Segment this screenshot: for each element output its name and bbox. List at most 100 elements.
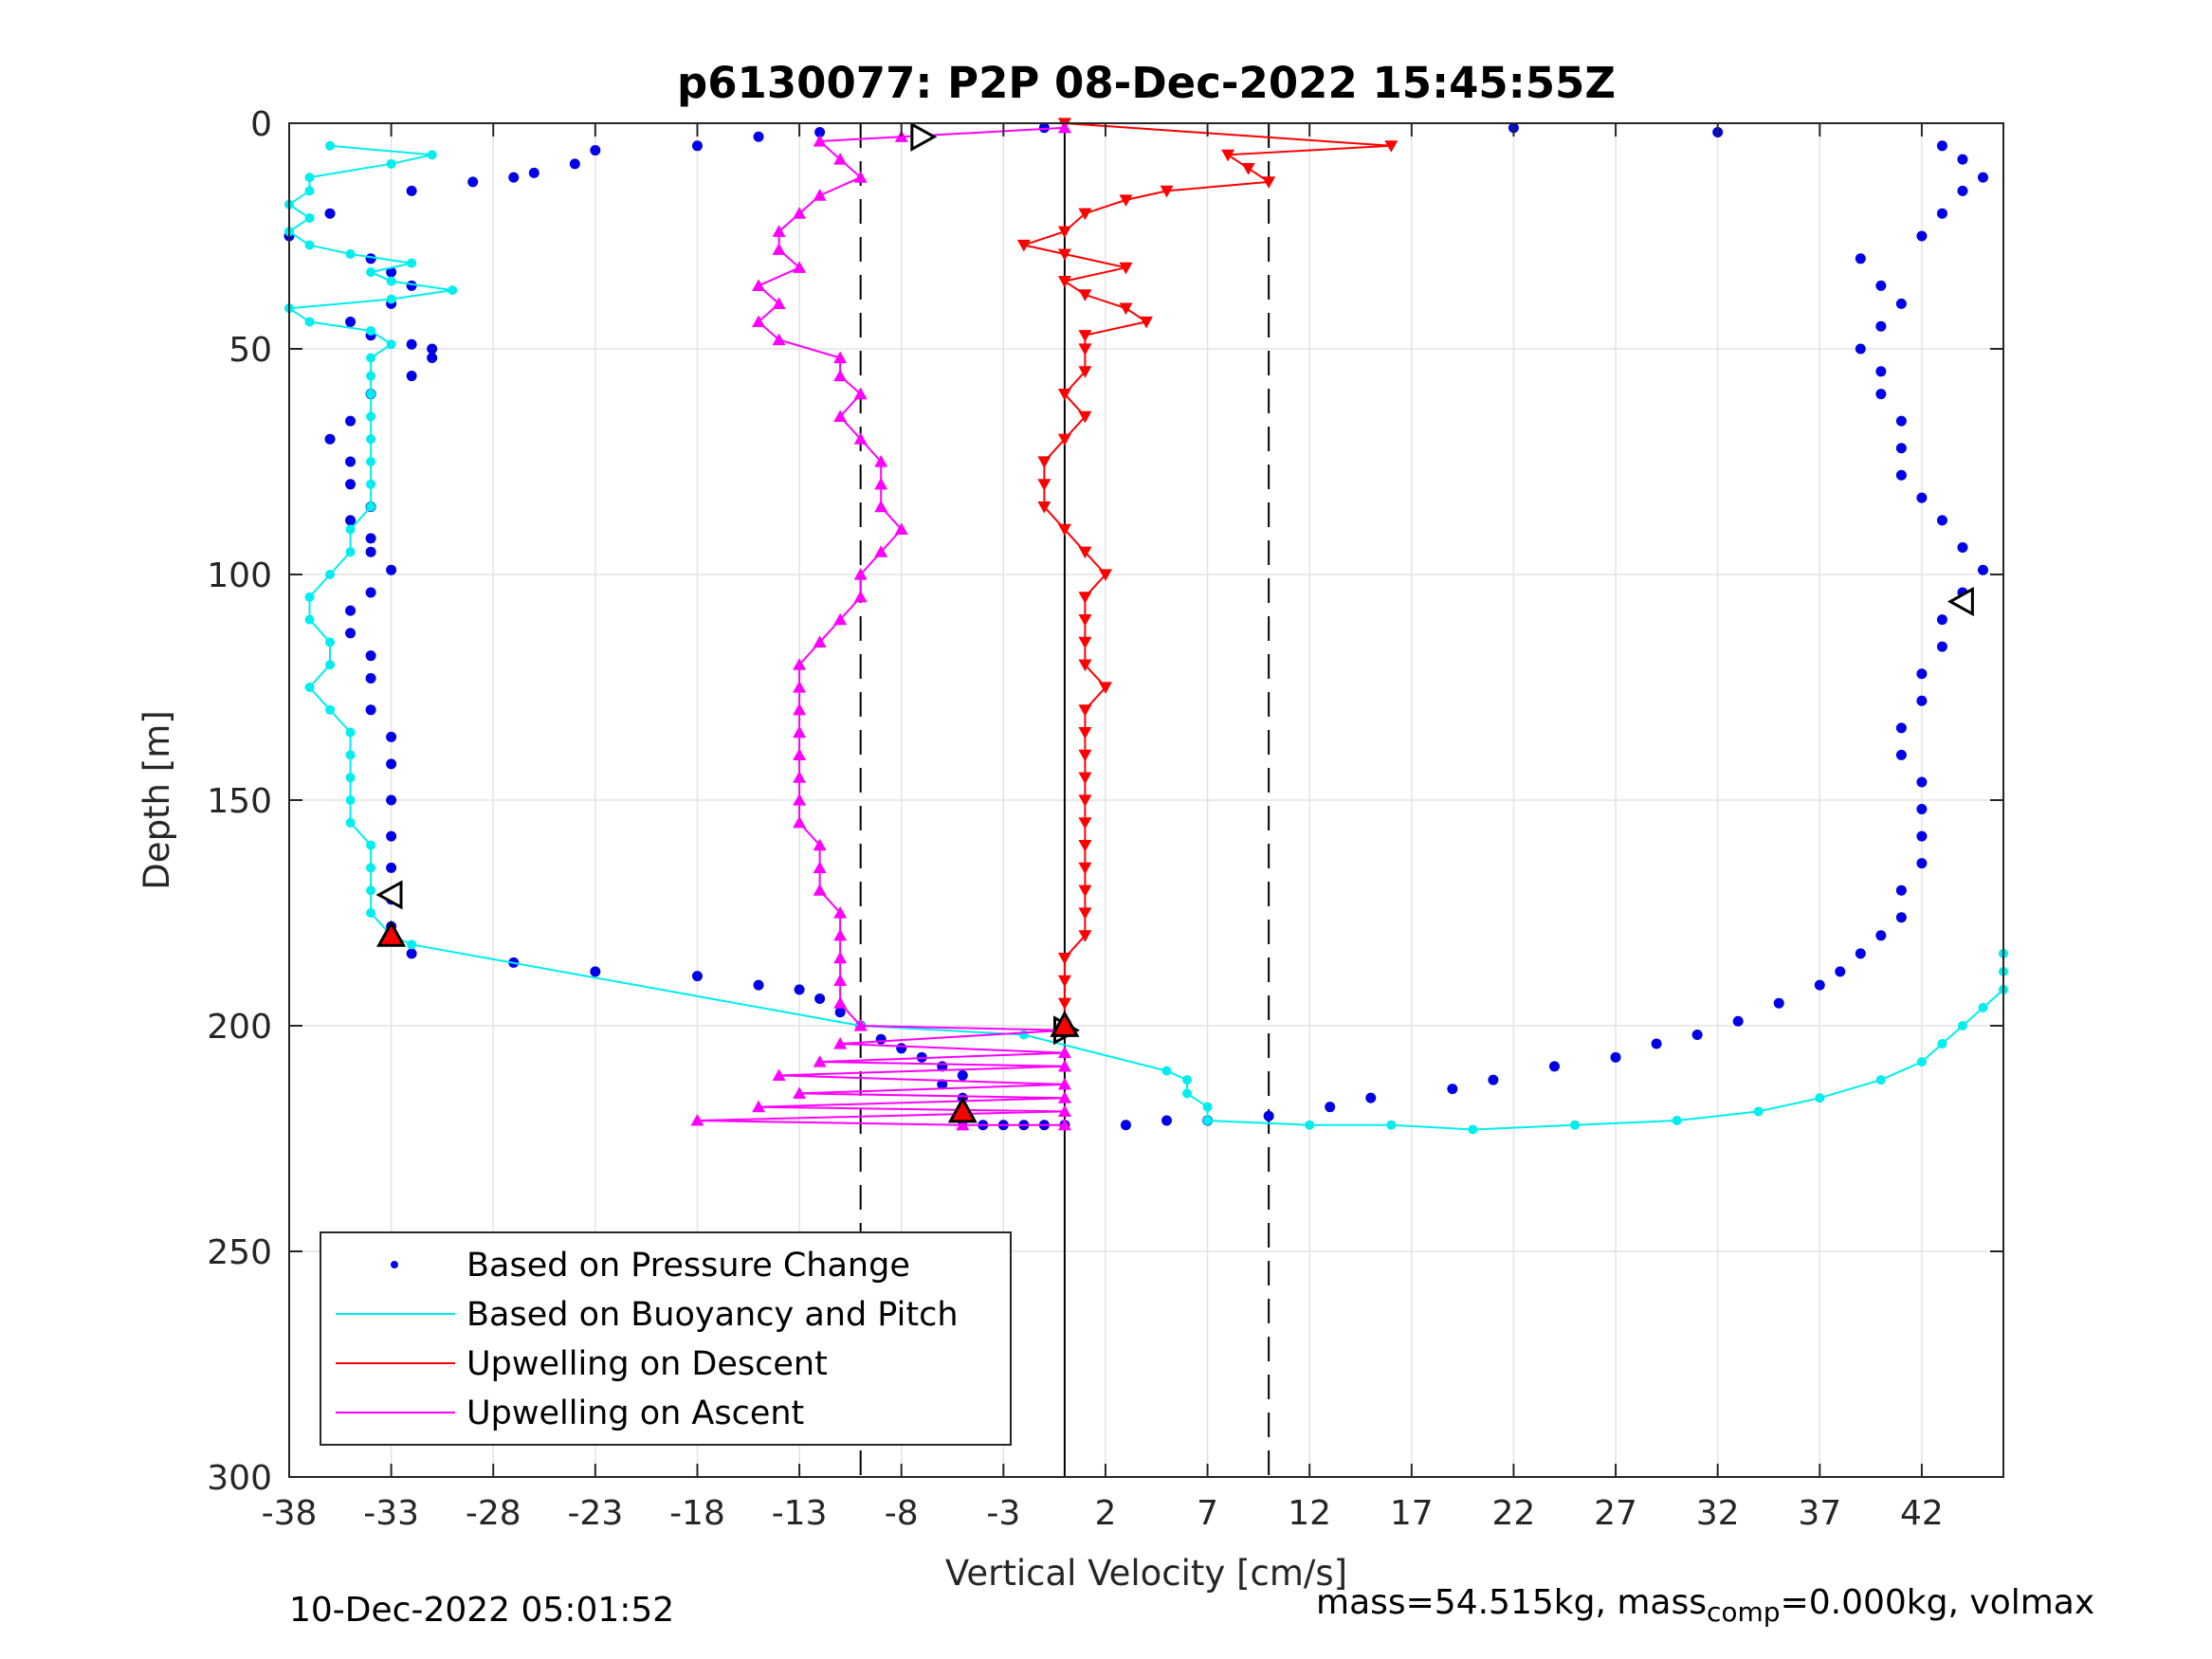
pressure-point [1916,858,1928,869]
pressure-point [1977,564,1988,575]
pressure-point [1957,154,1968,165]
ascent-point [853,568,868,580]
pressure-point [1957,541,1968,553]
x-tick-label: -28 [466,1494,521,1533]
pressure-point [345,605,356,616]
buoyancy-point [366,325,376,336]
ascent-point [772,297,786,309]
ascent-point [956,1118,970,1131]
descent-point [1078,343,1092,356]
buoyancy-point [1182,1088,1193,1099]
pressure-point [1936,641,1947,652]
buoyancy-point [366,885,376,896]
ascent-point [813,1055,827,1067]
pressure-point [1895,884,1907,896]
series-pressure [283,122,1988,1131]
marker-layer [375,121,1974,1123]
ascent-point [853,171,868,183]
buoyancy-point [386,158,396,169]
descent-point [1221,149,1235,162]
buoyancy-point [345,249,356,260]
descent-point [1160,185,1174,198]
x-tick-label: 7 [1197,1494,1218,1533]
descent-point [1057,226,1071,239]
ascent-point [1057,1104,1071,1118]
buoyancy-point [366,411,376,422]
pressure-point [569,158,580,170]
y-tick-label: 300 [207,1459,272,1498]
pressure-point [1161,1115,1173,1126]
pressure-point [1936,614,1947,626]
buoyancy-point [325,704,336,715]
y-tick-label: 200 [207,1008,272,1047]
x-tick-label: 32 [1696,1494,1740,1533]
ascent-point [793,702,807,716]
x-tick-label: 22 [1492,1494,1536,1533]
ascent-point [874,477,888,490]
ascent-point [793,261,807,273]
descent-point [1098,569,1112,581]
descent-point [1078,749,1092,762]
buoyancy-point [1182,1075,1193,1085]
pressure-point [1038,122,1050,134]
descent-point [1262,176,1276,189]
buoyancy-point [1937,1039,1947,1049]
ascent-point [793,658,807,670]
buoyancy-point [325,140,336,151]
ascent-point [1057,1091,1071,1103]
descent-point [1078,704,1092,717]
buoyancy-point [345,773,356,783]
pressure-point [1895,912,1907,923]
buoyancy-point [325,637,336,647]
pressure-point [386,731,397,742]
x-tick-label: -3 [986,1494,1020,1533]
x-tick-label: -13 [772,1494,828,1533]
ascent-point [853,432,868,445]
pressure-point [365,533,376,544]
descent-point [1057,389,1071,401]
y-axis-label: Depth [m] [137,710,177,889]
buoyancy-point [386,276,396,286]
pressure-point [1855,343,1866,355]
pressure-point [1895,749,1907,760]
buoyancy-point [366,353,376,363]
pressure-point [1875,320,1887,332]
buoyancy-point [304,186,315,196]
legend-entry-label: Upwelling on Descent [466,1345,828,1383]
pressure-point [1732,1015,1744,1027]
buoyancy-point [304,240,315,250]
ascent-point [833,612,848,626]
pressure-point [1936,515,1947,526]
y-tick-label: 250 [207,1233,272,1272]
descent-point [1078,794,1092,807]
pressure-point [406,280,417,291]
pressure-point [406,371,417,382]
buoyancy-point [386,339,396,350]
descent-point [1078,659,1092,672]
ascent-point [833,153,848,165]
descent-point [1078,289,1092,301]
marker-up-triangle [376,920,407,947]
ascent-point [833,906,848,919]
pressure-point [1895,722,1907,734]
pressure-point [345,628,356,639]
pressure-point [691,140,703,152]
pressure-point [1610,1051,1621,1063]
descent-point [1119,262,1133,275]
ascent-point [833,996,848,1009]
buoyancy-point [366,908,376,918]
descent-point [1119,194,1133,207]
ascent-point [813,135,827,147]
pressure-point [1263,1110,1274,1121]
pressure-point [365,650,376,662]
ascent-line [697,126,1065,1126]
buoyancy-point [1161,1066,1172,1076]
legend-box [320,1231,1012,1446]
descent-point [1057,523,1071,537]
pressure-point [1855,948,1866,959]
ascent-point [833,928,848,941]
descent-point [1140,316,1153,329]
buoyancy-point [1468,1124,1478,1135]
pressure-point [1875,389,1887,400]
buoyancy-point [345,750,356,760]
